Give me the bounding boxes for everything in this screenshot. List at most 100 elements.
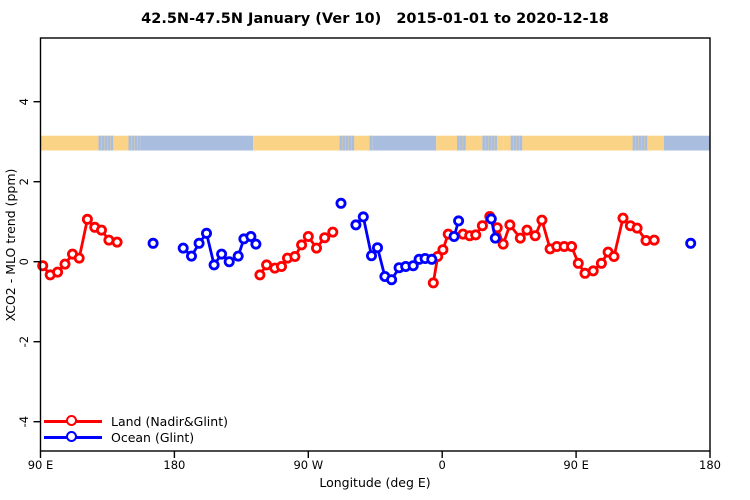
coastline-band-ocean (140, 135, 254, 151)
ocean-series-line (354, 215, 432, 282)
coastline-band-speckle (485, 135, 488, 151)
plot-border (39, 37, 711, 452)
land-data-point (327, 226, 339, 238)
land-data-point (437, 244, 449, 256)
coastline-band-land (522, 135, 633, 151)
ocean-data-point (223, 256, 235, 268)
coastline-band-speckle (104, 135, 108, 151)
land-data-point (289, 250, 301, 262)
land-data-point (514, 232, 526, 244)
coastline-band-land (40, 135, 99, 151)
coastline-band-speckle (457, 135, 460, 151)
land-data-point (310, 242, 322, 254)
chart-title: 42.5N-47.5N January (Ver 10) 2015-01-01 … (141, 11, 609, 27)
land-data-point (111, 236, 123, 248)
land-data-point (319, 232, 331, 244)
coastline-band-speckle (131, 135, 135, 151)
x-tick-label: 180 (163, 458, 185, 472)
land-data-point (302, 230, 314, 242)
land-data-point (427, 277, 439, 289)
coastline-band-speckle (635, 135, 639, 151)
x-axis-title: Longitude (deg E) (319, 475, 431, 490)
ocean-data-point (426, 253, 438, 265)
y-tick-label: 2 (17, 178, 31, 185)
ocean-data-point (250, 238, 262, 250)
ocean-data-point (216, 248, 228, 260)
legend-label-ocean: Ocean (Glint) (111, 429, 195, 445)
coastline-band-ocean (663, 135, 710, 151)
ocean-data-point (365, 250, 377, 262)
ocean-data-point (177, 242, 189, 254)
y-tick-label: -2 (17, 336, 31, 347)
ocean-data-point (485, 213, 497, 225)
land-data-point (59, 258, 71, 270)
land-data-point (296, 239, 308, 251)
land-data-point (648, 234, 660, 246)
land-data-point (521, 224, 533, 236)
ocean-data-point (448, 230, 460, 242)
coastline-band-speckle (516, 135, 520, 151)
coastline-band-speckle (513, 135, 517, 151)
coastline-band-speckle (632, 135, 636, 151)
ocean-data-point (453, 215, 465, 227)
land-data-point (470, 229, 482, 241)
ocean-data-point (371, 242, 383, 254)
coastline-band-speckle (342, 135, 346, 151)
land-data-point (608, 250, 620, 262)
ocean-data-point (407, 260, 419, 272)
ocean-data-point (147, 237, 159, 249)
coastline-band-speckle (345, 135, 349, 151)
coastline-band-speckle (339, 135, 343, 151)
coastline-band-land (253, 135, 340, 151)
ocean-data-point (685, 237, 697, 249)
coastline-band-speckle (369, 135, 373, 151)
land-series-line (431, 215, 655, 284)
y-tick-label: 4 (17, 98, 31, 105)
coastline-band-land (467, 135, 483, 151)
x-tick-label: 90 E (563, 458, 589, 472)
coastline-band-speckle (463, 135, 466, 151)
land-data-point (572, 257, 584, 269)
ocean-data-point (350, 219, 362, 231)
coastline-band-speckle (494, 135, 497, 151)
coastline-band-land (510, 135, 523, 151)
land-data-point (595, 257, 607, 269)
coastline-band-speckle (351, 135, 355, 151)
coastline-band-speckle (98, 135, 102, 151)
coastline-band-speckle (137, 135, 141, 151)
land-data-point (617, 212, 629, 224)
coastline-band-speckle (491, 135, 494, 151)
ocean-series-marker-icon (44, 429, 102, 445)
y-tick-label: -4 (17, 416, 31, 427)
coastline-band-speckle (460, 135, 463, 151)
coastline-band-speckle (101, 135, 105, 151)
coastline-band-speckle (510, 135, 514, 151)
land-data-point (96, 224, 108, 236)
land-data-point (73, 252, 85, 264)
coastline-band-speckle (134, 135, 138, 151)
x-tick-label: 90 E (28, 458, 54, 472)
ocean-data-point (200, 227, 212, 239)
land-series-marker-icon (44, 413, 102, 429)
coastline-band-speckle (644, 135, 648, 151)
ocean-data-point (193, 237, 205, 249)
coastline-band-ocean (372, 135, 437, 151)
land-data-point (476, 220, 488, 232)
coastline-band-land (436, 135, 458, 151)
coastline-band-land (503, 135, 511, 151)
ocean-data-point (335, 197, 347, 209)
coastline-band-speckle (107, 135, 111, 151)
x-tick-label: 0 (439, 458, 446, 472)
ocean-data-point (232, 250, 244, 262)
legend-item-ocean: Ocean (Glint) (44, 429, 228, 445)
coastline-band-speckle (638, 135, 642, 151)
land-data-point (81, 213, 93, 225)
land-data-point (497, 238, 509, 250)
coastline-band-speckle (348, 135, 352, 151)
land-data-point (254, 269, 266, 281)
legend: Land (Nadir&Glint) Ocean (Glint) (44, 413, 228, 445)
land-data-point (536, 214, 548, 226)
coastline-band-speckle (641, 135, 645, 151)
